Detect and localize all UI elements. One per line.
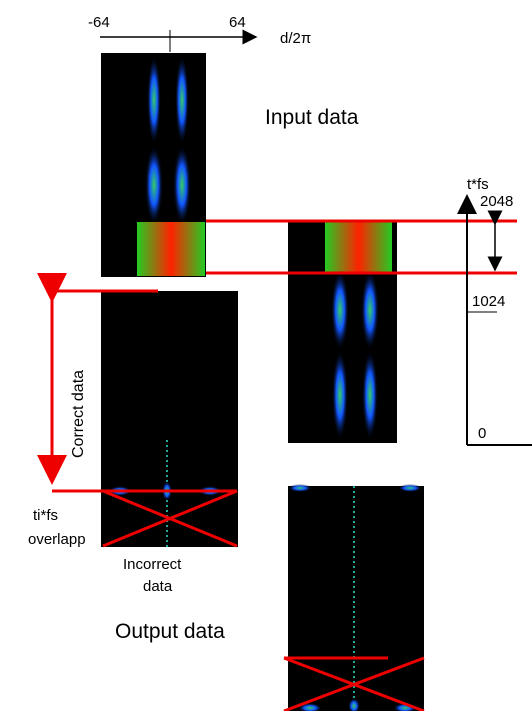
shifted-panel [288,222,397,443]
overlap-label: overlapp [28,531,86,548]
d-unit: d/2π [280,30,311,47]
overlap-label: ti*fs [33,507,58,524]
result-panel [101,291,238,547]
d-max-label: 64 [229,14,246,31]
input-panel [101,53,206,277]
tick-label: 0 [478,425,486,442]
tick-label: 2048 [480,193,513,210]
output-label: Output data [115,620,225,643]
cross [102,489,238,548]
tick-label: 1024 [472,293,505,310]
cross [283,656,425,711]
output-panel [288,484,424,711]
input-label: Input data [265,106,359,129]
incorrect-label: Incorrect [123,556,182,573]
d-min-label: -64 [88,14,110,31]
incorrect-label: data [143,578,173,595]
time-axis-title: t*fs [467,176,489,193]
correct-label: Correct data [70,370,87,458]
